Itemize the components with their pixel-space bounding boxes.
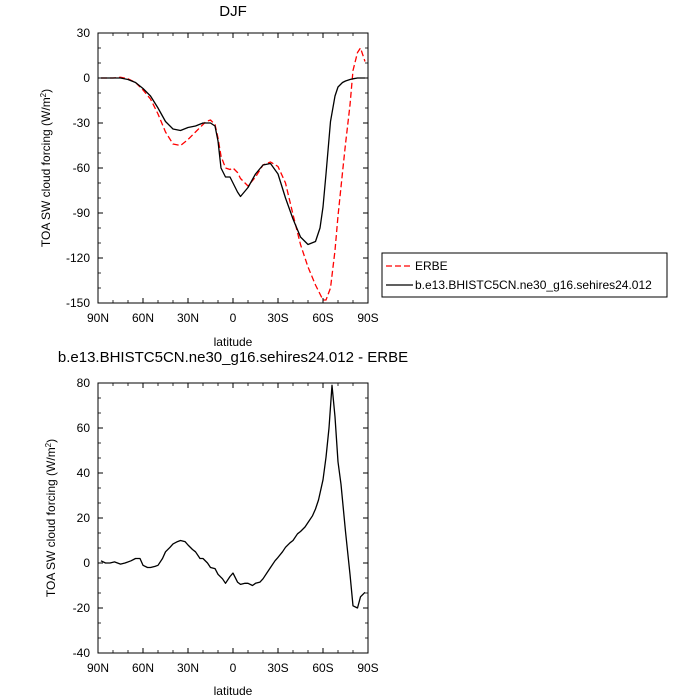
chart-0-x-tick-label-1: 60N [132, 311, 154, 325]
chart-bottom-x-axis-label: latitude [214, 684, 253, 698]
chart-1-x-tick-label-4: 30S [267, 661, 288, 675]
chart-0-y-tick-label-0: 30 [77, 26, 91, 40]
chart-1-x-tick-label-3: 0 [230, 661, 237, 675]
chart-0-x-tick-label-0: 90N [87, 311, 109, 325]
chart-bottom-frame [97, 382, 369, 654]
chart-top-y-ticks: 30 0 -30 -60 -90 -120 -150 [66, 26, 368, 310]
chart-bottom-y-ticks: 80 60 40 20 0 -20 -40 [73, 376, 368, 660]
chart-top-frame [97, 32, 369, 304]
chart-0-y-tick-label-4: -90 [73, 206, 91, 220]
chart-1-x-tick-label-2: 30N [177, 661, 199, 675]
legend-label-erbe: ERBE [415, 259, 448, 273]
chart-0-y-tick-label-5: -120 [66, 251, 90, 265]
chart-top-title: DJF [219, 3, 247, 20]
chart-bottom-title: b.e13.BHISTC5CN.ne30_g16.sehires24.012 -… [58, 349, 408, 366]
chart-top-series [101, 47, 366, 301]
chart-0-x-tick-label-3: 0 [230, 311, 237, 325]
chart-1-y-tick-label-5: -20 [73, 601, 91, 615]
chart-0-x-tick-label-6: 90S [357, 311, 378, 325]
chart-0-y-tick-label-2: -30 [73, 116, 91, 130]
legend-box [381, 252, 668, 298]
chart-1-y-tick-label-2: 40 [77, 466, 91, 480]
chart-0-y-tick-label-1: 0 [83, 71, 90, 85]
chart-top-x-ticks: 90N 60N 30N 0 30S 60S 90S [87, 33, 379, 325]
chart-1-y-tick-label-0: 80 [77, 376, 91, 390]
chart-1-y-tick-label-3: 20 [77, 511, 91, 525]
chart-top-x-axis-label: latitude [214, 335, 253, 349]
chart-0-y-tick-label-6: -150 [66, 296, 90, 310]
chart-1-y-tick-label-6: -40 [73, 646, 91, 660]
chart-1-x-tick-label-0: 90N [87, 661, 109, 675]
chart-top-y-axis-label: TOA SW cloud forcing (W/m2) [39, 89, 53, 247]
chart-1-x-tick-label-6: 90S [357, 661, 378, 675]
chart-1-x-tick-label-1: 60N [132, 661, 154, 675]
legend: ERBE b.e13.BHISTC5CN.ne30_g16.sehires24.… [381, 252, 668, 298]
chart-0-x-tick-label-2: 30N [177, 311, 199, 325]
chart-0-y-tick-label-3: -60 [73, 161, 91, 175]
chart-0-series-1-line [101, 77, 365, 246]
chart-0-x-tick-label-4: 30S [267, 311, 288, 325]
chart-bottom-y-axis-label: TOA SW cloud forcing (W/m2) [44, 439, 58, 597]
chart-top: DJF 30 0 -30 -60 -90 -120 -150 90N 60N 30N 0 30S 60… [39, 3, 668, 349]
chart-bottom-x-ticks: 90N 60N 30N 0 30S 60S 90S [87, 383, 379, 675]
chart-1-series-0-line [100, 384, 366, 609]
chart-1-x-tick-label-5: 60S [312, 661, 333, 675]
chart-1-y-tick-label-4: 0 [83, 556, 90, 570]
chart-1-y-tick-label-1: 60 [77, 421, 91, 435]
chart-0-x-tick-label-5: 60S [312, 311, 333, 325]
chart-0-series-0-line [101, 47, 366, 301]
legend-label-model: b.e13.BHISTC5CN.ne30_g16.sehires24.012 [415, 278, 652, 292]
chart-bottom-series [100, 384, 366, 609]
chart-bottom: b.e13.BHISTC5CN.ne30_g16.sehires24.012 -… [44, 349, 408, 698]
